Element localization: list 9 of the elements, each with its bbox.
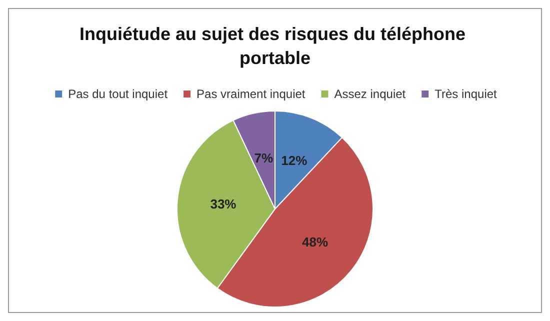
data-label: 7% (254, 150, 274, 166)
data-label: 33% (210, 196, 237, 212)
legend-label: Pas du tout inquiet (68, 87, 168, 101)
data-label: 48% (302, 234, 329, 250)
legend-label: Assez inquiet (334, 87, 406, 101)
chart-title: Inquiétude au sujet des risques du téléphone portable (79, 24, 471, 68)
legend-label: Pas vraiment inquiet (196, 87, 306, 101)
data-label: 12% (281, 153, 308, 168)
legend-label: Très inquiet (434, 87, 498, 101)
